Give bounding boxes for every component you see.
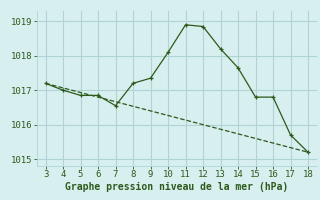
X-axis label: Graphe pression niveau de la mer (hPa): Graphe pression niveau de la mer (hPa) [65, 182, 288, 192]
